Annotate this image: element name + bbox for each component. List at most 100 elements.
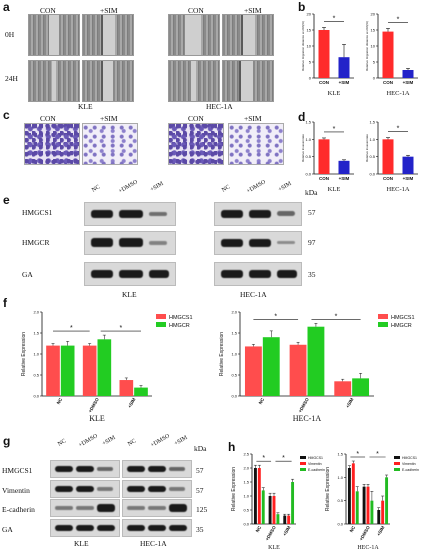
e-blot-hec-hmgcs1: [214, 202, 302, 226]
bar-+SIM: [338, 57, 350, 78]
chart-svg-d-kle: 0.0 0.5 1.0 1.5 Relative invasionrate CON +SIM…: [301, 120, 354, 193]
e-blot-kle-hmgcs1: [84, 202, 176, 226]
x-axis-label: KLE: [328, 186, 341, 193]
y-tick-label: 1.5: [243, 480, 249, 485]
bar-HMGCS1-+DMSO: [362, 486, 366, 524]
y-axis-label: Relative Expression: [219, 332, 225, 376]
chart-b-hec: 0 5 10 15 20 Relative migration distance at 2…: [364, 6, 422, 98]
y-axis-label: Relative invasionrate: [365, 134, 369, 162]
e-lane-nc-kle: NC: [91, 184, 102, 194]
y-axis-label: Relative Expression: [231, 467, 237, 511]
legend-label: E-cadherin: [308, 468, 325, 472]
y-tick-label: 1.0: [369, 137, 375, 142]
bar-Vimentin-+DMSO: [366, 486, 370, 524]
y-tick-label: 0.5: [369, 154, 375, 159]
y-tick-label: 1.0: [243, 494, 249, 499]
chart-h-hec: 0.0 0.5 1.0 1.5 Relative Expression NC +DMSO +S…: [324, 446, 424, 551]
bar-HMGCS1-+SIM: [334, 381, 352, 396]
sig-star: *: [397, 126, 400, 133]
chart-f-hec: 0.0 0.5 1.0 1.5 2.0 Relative Expression NC +DMS…: [218, 304, 422, 424]
bar-E-cadherin-NC: [355, 491, 359, 524]
sig-star: *: [274, 313, 277, 320]
transwell-image-kle-sim: [82, 123, 138, 165]
a-cellline-hec: HEC-1A: [206, 102, 233, 111]
sig-star: *: [335, 313, 338, 320]
chart-svg-f-kle: 0.0 0.5 1.0 1.5 2.0 Relative Expression NC +DMS…: [21, 310, 193, 424]
x-tick-label: +DMSO: [358, 525, 371, 542]
bar-E-cadherin-+DMSO: [276, 514, 280, 524]
e-lane-sim-kle: +SIM: [149, 180, 165, 194]
legend-swatch: [394, 468, 400, 471]
e-kda-3: 35: [308, 270, 316, 279]
e-row-ga: GA: [22, 270, 33, 279]
x-axis-label: HEC-1A: [293, 414, 322, 423]
y-tick-label: 2.0: [33, 310, 39, 315]
y-tick-label: 20: [371, 12, 376, 17]
bar-HMGCS1-NC: [347, 468, 351, 524]
g-lane-sim-hec: +SIM: [173, 434, 189, 448]
bar-HMGCS1-+DMSO: [82, 345, 97, 396]
e-cellline-hec: HEC-1A: [240, 290, 267, 299]
wound-image-hec-sim-24h: [222, 60, 274, 102]
bar-CON: [318, 30, 330, 78]
bar-E-cadherin-+SIM: [385, 477, 389, 524]
e-kda-header: kDa: [305, 188, 318, 197]
e-lane-nc-hec: NC: [221, 184, 232, 194]
bar-HMGCR-+SIM: [352, 378, 370, 396]
y-tick-label: 0.0: [305, 172, 311, 177]
y-tick-label: 2.0: [231, 310, 237, 315]
y-tick-label: 15: [371, 28, 376, 33]
a-time-0h: 0H: [5, 30, 15, 39]
sig-star: *: [333, 126, 336, 133]
c-cond-2: +SIM: [100, 114, 118, 123]
sig-star: *: [376, 451, 379, 458]
bar-HMGCS1-NC: [244, 346, 262, 396]
y-tick-label: 1.5: [337, 452, 343, 457]
x-tick-label: +DMSO: [87, 397, 100, 414]
sig-star: *: [356, 451, 359, 458]
y-tick-label: 1.0: [33, 352, 39, 357]
bar-Vimentin-+SIM: [287, 515, 291, 524]
g-blot-hec-ecadherin: [122, 499, 192, 517]
bar-HMGCR-NC: [60, 345, 75, 396]
bar-HMGCR-NC: [262, 337, 280, 396]
y-tick-label: 1.5: [369, 120, 375, 125]
y-tick-label: 0: [373, 76, 376, 81]
chart-d-kle: 0.0 0.5 1.0 1.5 Relative invasionrate CON +SIM…: [300, 114, 358, 194]
wound-image-hec-con-24h: [168, 60, 220, 102]
bar-HMGCS1-+DMSO: [268, 496, 272, 524]
chart-svg-h-hec: 0.0 0.5 1.0 1.5 Relative Expression NC +DMSO +S…: [325, 451, 419, 551]
x-tick-label: CON: [319, 80, 329, 85]
bar-Vimentin-NC: [257, 468, 261, 524]
chart-f-kle: 0.0 0.5 1.0 1.5 2.0 Relative Expression NC +DMS…: [20, 304, 200, 424]
x-tick-label: +SIM: [282, 525, 292, 537]
bar-HMGCS1-NC: [253, 468, 257, 524]
y-tick-label: 0.5: [305, 154, 311, 159]
g-kda-1: 57: [196, 466, 204, 475]
wound-image-kle-sim-24h: [82, 60, 134, 102]
sig-star: *: [397, 16, 400, 23]
chart-h-kle: 0.0 0.5 1.0 1.5 2.0 2.5 Relative Expression NC +…: [230, 446, 330, 552]
g-row-vimentin: Vimentin: [2, 486, 30, 495]
x-axis-label: HEC-1A: [357, 545, 379, 551]
bar-+SIM: [338, 160, 350, 174]
bar-E-cadherin-NC: [261, 490, 265, 524]
bar-Vimentin-+SIM: [381, 500, 385, 524]
panel-label-d: d: [298, 110, 306, 124]
x-tick-label: NC: [56, 396, 64, 405]
legend-swatch: [156, 322, 166, 327]
e-lane-dmso-kle: +DMSO: [117, 179, 139, 195]
y-tick-label: 0.0: [337, 522, 343, 527]
g-blot-kle-vimentin: [50, 480, 120, 498]
y-tick-label: 1.5: [33, 331, 39, 336]
chart-d-hec: 0.0 0.5 1.0 1.5 Relative invasionrate CON +SIM…: [364, 114, 422, 194]
x-axis-label: HEC-1A: [386, 90, 409, 97]
wound-image-kle-sim-0h: [82, 14, 134, 56]
bar-HMGCS1-+SIM: [119, 380, 134, 396]
wound-image-hec-con-0h: [168, 14, 220, 56]
g-row-hmgcs1: HMGCS1: [2, 466, 33, 475]
bar-Vimentin-+DMSO: [272, 496, 276, 524]
panel-label-e: e: [3, 193, 10, 207]
x-tick-label: CON: [383, 80, 393, 85]
legend-label: HMGCR: [169, 323, 190, 329]
